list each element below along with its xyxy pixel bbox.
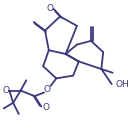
Text: O: O xyxy=(43,85,50,94)
Text: O: O xyxy=(43,103,50,112)
Text: O: O xyxy=(2,86,9,95)
Text: OH: OH xyxy=(115,80,129,89)
Text: O: O xyxy=(46,3,53,13)
